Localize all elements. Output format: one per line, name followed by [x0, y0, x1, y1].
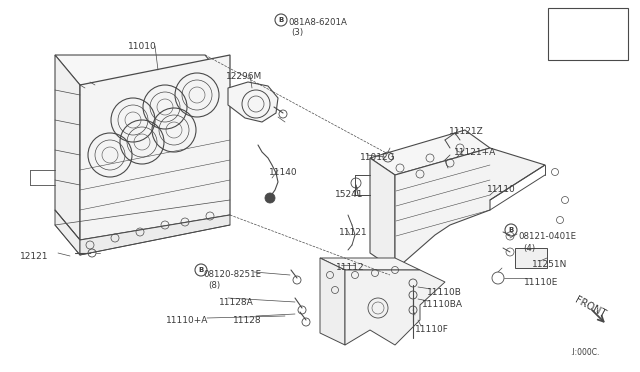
- Text: 11010: 11010: [128, 42, 157, 51]
- Text: 15241: 15241: [335, 190, 364, 199]
- Polygon shape: [55, 55, 230, 85]
- Text: 08121-0401E: 08121-0401E: [518, 232, 576, 241]
- Text: 11110B: 11110B: [427, 288, 462, 297]
- Text: 11128A: 11128A: [219, 298, 253, 307]
- Text: (4): (4): [523, 244, 535, 253]
- Text: (3): (3): [291, 28, 303, 37]
- Text: 11121: 11121: [339, 228, 367, 237]
- Text: 08120-8251E: 08120-8251E: [203, 270, 261, 279]
- Polygon shape: [345, 270, 445, 345]
- Text: 11128: 11128: [233, 316, 262, 325]
- Text: .I:000C.: .I:000C.: [570, 348, 600, 357]
- Polygon shape: [320, 258, 420, 270]
- Text: B: B: [278, 17, 284, 23]
- Polygon shape: [228, 82, 278, 122]
- Bar: [548, 8, 628, 60]
- Text: 11251N: 11251N: [532, 260, 568, 269]
- Text: B: B: [508, 227, 514, 233]
- Text: 11012G: 11012G: [360, 153, 396, 162]
- Polygon shape: [55, 55, 80, 240]
- Polygon shape: [370, 158, 395, 270]
- Polygon shape: [55, 210, 80, 255]
- Polygon shape: [80, 55, 230, 240]
- Text: 11110F: 11110F: [415, 325, 449, 334]
- Polygon shape: [370, 130, 490, 175]
- Text: 11110BA: 11110BA: [422, 300, 463, 309]
- Text: FRONT: FRONT: [573, 295, 607, 320]
- Text: 11110: 11110: [487, 185, 516, 194]
- Text: 11140: 11140: [269, 168, 298, 177]
- Bar: [515, 248, 547, 268]
- Text: (8): (8): [208, 281, 220, 290]
- Polygon shape: [320, 258, 345, 345]
- Text: 081A8-6201A: 081A8-6201A: [288, 18, 347, 27]
- Text: 11112: 11112: [336, 263, 365, 272]
- Text: 12121: 12121: [20, 252, 49, 261]
- Text: B: B: [198, 267, 204, 273]
- Circle shape: [265, 193, 275, 203]
- Text: 12296M: 12296M: [226, 72, 262, 81]
- Polygon shape: [395, 148, 545, 270]
- Text: 11110+A: 11110+A: [166, 316, 209, 325]
- Text: 11121+A: 11121+A: [454, 148, 496, 157]
- Polygon shape: [80, 215, 230, 255]
- Text: 11121Z: 11121Z: [449, 127, 484, 136]
- Text: 11110E: 11110E: [524, 278, 558, 287]
